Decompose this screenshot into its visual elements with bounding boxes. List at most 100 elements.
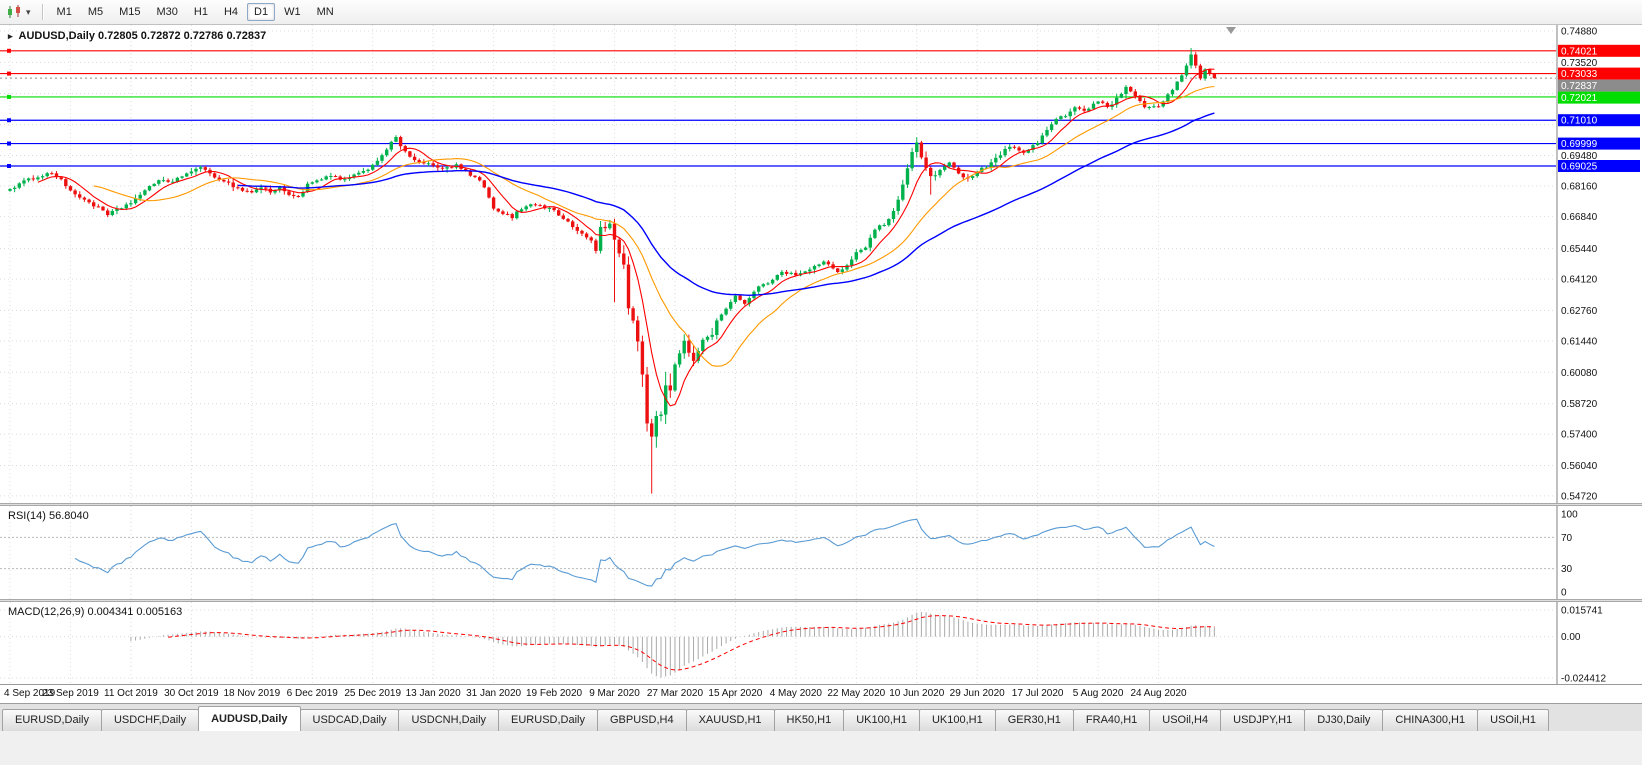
price-badge-0.72837: 0.72837 bbox=[1558, 79, 1640, 92]
chart-tab-uk100-h1[interactable]: UK100,H1 bbox=[918, 709, 996, 731]
chart-tab-china300-h1[interactable]: CHINA300,H1 bbox=[1382, 709, 1479, 731]
hline-0.69025[interactable] bbox=[0, 164, 1556, 169]
vertical-gridlines bbox=[9, 506, 1160, 599]
tab-bar: EURUSD,Daily USDCHF,Daily AUDUSD,Daily USDC… bbox=[0, 703, 1642, 731]
candlestick-chart-icon[interactable] bbox=[6, 5, 24, 19]
date-label: 15 Apr 2020 bbox=[708, 688, 763, 699]
svg-text:0.58720: 0.58720 bbox=[1561, 399, 1598, 410]
timeframe-button-mn[interactable]: MN bbox=[316, 6, 334, 18]
svg-text:0: 0 bbox=[1561, 588, 1567, 599]
timeframe-button-m30[interactable]: M30 bbox=[156, 6, 178, 18]
svg-text:0.62760: 0.62760 bbox=[1561, 306, 1598, 317]
svg-text:0.64120: 0.64120 bbox=[1561, 275, 1598, 286]
date-label: 18 Nov 2019 bbox=[223, 688, 281, 699]
svg-text:0.015741: 0.015741 bbox=[1561, 606, 1603, 617]
panel-splitter[interactable] bbox=[0, 503, 1642, 506]
date-label: 9 Mar 2020 bbox=[589, 688, 640, 699]
chart-tab-hk50-h1[interactable]: HK50,H1 bbox=[773, 709, 845, 731]
timeframe-button-m1[interactable]: M1 bbox=[56, 6, 72, 18]
timeframe-button-m15[interactable]: M15 bbox=[119, 6, 141, 18]
toolbar: ▾ M1 M5 M15 M30 H1 H4 D1 W1 MN bbox=[0, 0, 1642, 25]
macd-canvas[interactable]: 0.015741 0.00 -0.024412 bbox=[0, 602, 1642, 684]
timeframe-button-h1[interactable]: H1 bbox=[193, 6, 208, 18]
chart-tab-ger30-h1[interactable]: GER30,H1 bbox=[994, 709, 1074, 731]
chart-tab-usdchf-daily[interactable]: USDCHF,Daily bbox=[100, 709, 200, 731]
svg-text:0.56040: 0.56040 bbox=[1561, 461, 1598, 472]
timeframe-bar: M1 M5 M15 M30 H1 H4 D1 W1 MN bbox=[49, 3, 342, 21]
hline-0.73033[interactable] bbox=[0, 71, 1556, 76]
date-label: 23 Sep 2019 bbox=[42, 688, 99, 699]
rsi-panel[interactable]: 100 70 30 0 RSI(14) 56.8040 bbox=[0, 506, 1642, 599]
date-label: 27 Mar 2020 bbox=[646, 688, 704, 699]
svg-text:0.74021: 0.74021 bbox=[1561, 46, 1598, 57]
svg-text:0.54720: 0.54720 bbox=[1561, 491, 1598, 502]
main-chart-panel[interactable]: 0.74880 0.73520 0.69480 0.68160 0.66840 0.654… bbox=[0, 25, 1642, 503]
timeframe-button-h4[interactable]: H4 bbox=[223, 6, 239, 18]
date-label: 10 Jun 2020 bbox=[889, 688, 945, 699]
hline-0.69999[interactable] bbox=[0, 141, 1556, 146]
date-label: 29 Jun 2020 bbox=[949, 688, 1005, 699]
svg-text:0.71010: 0.71010 bbox=[1561, 116, 1598, 127]
price-badge-0.71010: 0.71010 bbox=[1558, 114, 1640, 127]
chart-tab-eurusd-daily[interactable]: EURUSD,Daily bbox=[2, 709, 102, 731]
one-click-trading-toggle[interactable]: ▸ bbox=[8, 30, 13, 41]
svg-text:0.72837: 0.72837 bbox=[1561, 81, 1598, 92]
svg-text:0.72021: 0.72021 bbox=[1561, 93, 1598, 104]
chart-tab-usdjpy-h1[interactable]: USDJPY,H1 bbox=[1220, 709, 1306, 731]
toolbar-separator bbox=[41, 4, 43, 20]
macd-histogram bbox=[130, 611, 1215, 678]
chart-tab-usoil-h1[interactable]: USOil,H1 bbox=[1477, 709, 1549, 731]
svg-text:0.00: 0.00 bbox=[1561, 632, 1581, 643]
rsi-canvas[interactable]: 100 70 30 0 bbox=[0, 506, 1642, 599]
chart-tab-uk100-h1[interactable]: UK100,H1 bbox=[843, 709, 920, 731]
date-label: 25 Dec 2019 bbox=[344, 688, 402, 699]
price-badge-0.69025: 0.69025 bbox=[1558, 160, 1640, 173]
timeframe-button-w1[interactable]: W1 bbox=[284, 6, 301, 18]
ma-line-50 bbox=[237, 112, 1215, 297]
timeframe-button-d1[interactable]: D1 bbox=[247, 3, 276, 21]
rsi-line bbox=[74, 518, 1215, 587]
date-label: 11 Oct 2019 bbox=[104, 688, 158, 699]
hline-0.71010[interactable] bbox=[0, 118, 1556, 123]
chart-tab-usoil-h4[interactable]: USOil,H4 bbox=[1149, 709, 1222, 731]
timeframe-button-m5[interactable]: M5 bbox=[87, 6, 104, 18]
price-scale[interactable]: 0.74880 0.73520 0.69480 0.68160 0.66840 0.654… bbox=[1561, 27, 1598, 503]
svg-text:70: 70 bbox=[1561, 533, 1573, 544]
time-axis[interactable]: 4 Sep 2019 23 Sep 2019 11 Oct 2019 30 Oct 2… bbox=[0, 684, 1642, 703]
svg-text:-0.024412: -0.024412 bbox=[1561, 674, 1606, 685]
svg-text:0.69480: 0.69480 bbox=[1561, 151, 1598, 162]
date-label: 24 Aug 2020 bbox=[1130, 688, 1187, 699]
chart-shift-marker[interactable] bbox=[1226, 27, 1236, 34]
main-chart-canvas[interactable]: 0.74880 0.73520 0.69480 0.68160 0.66840 0.654… bbox=[0, 25, 1642, 503]
chart-tab-fra40-h1[interactable]: FRA40,H1 bbox=[1072, 709, 1151, 731]
svg-text:30: 30 bbox=[1561, 564, 1573, 575]
chart-tab-usdcnh-daily[interactable]: USDCNH,Daily bbox=[398, 709, 500, 731]
ma-line-7 bbox=[37, 68, 1215, 407]
svg-text:0.61440: 0.61440 bbox=[1561, 336, 1598, 347]
date-label: 30 Oct 2019 bbox=[164, 688, 219, 699]
hline-0.72021[interactable] bbox=[0, 94, 1556, 99]
chart-tab-dj30-daily[interactable]: DJ30,Daily bbox=[1304, 709, 1384, 731]
date-label: 4 Sep 2019 bbox=[4, 688, 56, 699]
date-label: 22 May 2020 bbox=[827, 688, 886, 699]
svg-text:0.74880: 0.74880 bbox=[1561, 27, 1598, 38]
svg-text:100: 100 bbox=[1561, 510, 1578, 521]
chart-tab-eurusd-daily[interactable]: EURUSD,Daily bbox=[498, 709, 598, 731]
macd-panel[interactable]: 0.015741 0.00 -0.024412 MACD(12,26,9) 0.00… bbox=[0, 602, 1642, 684]
svg-text:0.69025: 0.69025 bbox=[1561, 162, 1598, 173]
date-label: 4 May 2020 bbox=[769, 688, 822, 699]
chart-tab-audusd-daily[interactable]: AUDUSD,Daily bbox=[198, 706, 301, 731]
vertical-gridlines bbox=[9, 602, 1160, 684]
chart-tab-usdcad-daily[interactable]: USDCAD,Daily bbox=[299, 709, 400, 731]
chart-type-dropdown-icon[interactable]: ▾ bbox=[26, 6, 31, 17]
panel-splitter[interactable] bbox=[0, 599, 1642, 602]
hline-0.74021[interactable] bbox=[0, 48, 1556, 53]
svg-text:0.65440: 0.65440 bbox=[1561, 244, 1598, 255]
svg-text:0.68160: 0.68160 bbox=[1561, 182, 1598, 193]
chart-tab-xauusd-h1[interactable]: XAUUSD,H1 bbox=[685, 709, 775, 731]
date-label: 13 Jan 2020 bbox=[405, 688, 461, 699]
candlesticks bbox=[8, 48, 1217, 494]
chart-tab-gbpusd-h4[interactable]: GBPUSD,H4 bbox=[597, 709, 687, 731]
price-badge-0.73033: 0.73033 bbox=[1558, 67, 1640, 80]
